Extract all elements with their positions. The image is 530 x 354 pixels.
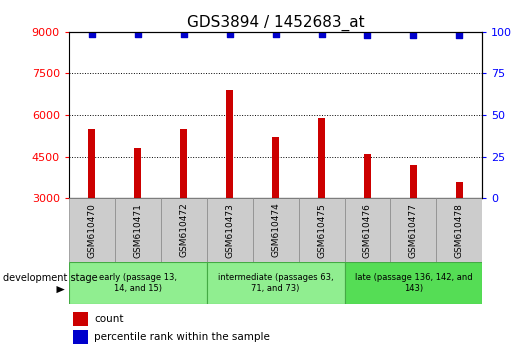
Bar (410, 165, 417, 198)
Bar (253, 198, 298, 262)
Bar (207, 262, 344, 304)
Bar (207, 198, 253, 262)
Text: GSM610477: GSM610477 (409, 202, 418, 258)
Bar (364, 154, 371, 198)
Point (455, 32, 464, 38)
Bar (69, 198, 115, 262)
Text: late (passage 136, 142, and
143): late (passage 136, 142, and 143) (355, 273, 472, 293)
Bar (436, 198, 482, 262)
Bar (344, 262, 482, 304)
Text: GSM610470: GSM610470 (87, 202, 96, 258)
Bar (344, 198, 391, 262)
Bar (272, 137, 279, 198)
Text: GSM610471: GSM610471 (134, 202, 142, 258)
Text: GSM610473: GSM610473 (225, 202, 234, 258)
Point (409, 32, 418, 38)
Title: GDS3894 / 1452683_at: GDS3894 / 1452683_at (187, 14, 365, 30)
Bar (180, 129, 187, 198)
Text: GSM610475: GSM610475 (317, 202, 326, 258)
Bar (391, 198, 436, 262)
Bar (298, 198, 344, 262)
Point (363, 32, 372, 38)
Point (225, 31, 234, 36)
Text: percentile rank within the sample: percentile rank within the sample (94, 332, 270, 342)
Bar (456, 182, 463, 198)
Bar (226, 90, 233, 198)
Point (317, 31, 326, 36)
Point (180, 31, 188, 36)
Point (134, 31, 142, 36)
Bar (73, 312, 88, 326)
Text: GSM610478: GSM610478 (455, 202, 464, 258)
Bar (318, 118, 325, 198)
Point (87, 31, 96, 36)
Bar (135, 148, 141, 198)
Text: GSM610476: GSM610476 (363, 202, 372, 258)
Text: count: count (94, 314, 123, 324)
Bar (89, 129, 95, 198)
Text: development stage: development stage (4, 273, 98, 283)
Bar (73, 330, 88, 344)
Text: early (passage 13,
14, and 15): early (passage 13, 14, and 15) (99, 273, 177, 293)
Text: GSM610474: GSM610474 (271, 203, 280, 257)
Text: intermediate (passages 63,
71, and 73): intermediate (passages 63, 71, and 73) (218, 273, 333, 293)
Polygon shape (57, 286, 65, 293)
Bar (161, 198, 207, 262)
Bar (69, 262, 207, 304)
Text: GSM610472: GSM610472 (179, 203, 188, 257)
Bar (115, 198, 161, 262)
Point (271, 31, 280, 36)
